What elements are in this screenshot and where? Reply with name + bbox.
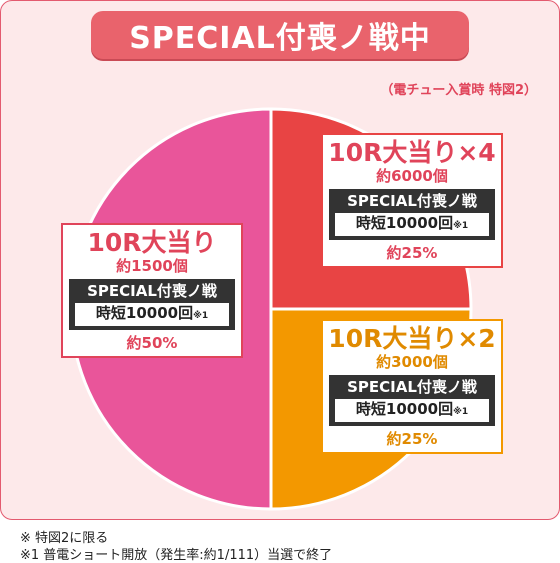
segment-jitan-text: 時短10000回 (355, 400, 454, 418)
chart-caption: （電チュー入賞時 特図2） (380, 83, 537, 98)
segment-box-10r-x2: 10R大当り×2 約3000個 SPECIAL付喪ノ戦 時短10000回※1 約… (321, 319, 503, 454)
segment-mode-panel: SPECIAL付喪ノ戦 時短10000回※1 (329, 375, 495, 426)
segment-box-10r: 10R大当り 約1500個 SPECIAL付喪ノ戦 時短10000回※1 約50… (61, 223, 243, 358)
chart-title: SPECIAL付喪ノ戦中 (91, 11, 469, 59)
segment-mode-panel: SPECIAL付喪ノ戦 時短10000回※1 (69, 279, 235, 330)
segment-mode-panel: SPECIAL付喪ノ戦 時短10000回※1 (329, 189, 495, 240)
segment-jitan: 時短10000回※1 (335, 399, 489, 422)
segment-name: 10R大当り×2 (328, 324, 496, 353)
segment-jitan-note: ※1 (453, 407, 469, 417)
segment-box-10r-x4: 10R大当り×4 約6000個 SPECIAL付喪ノ戦 時短10000回※1 約… (321, 133, 503, 268)
segment-mode: SPECIAL付喪ノ戦 (87, 282, 217, 300)
segment-percent: 約50% (126, 334, 178, 352)
segment-percent: 約25% (386, 430, 438, 448)
segment-payout: 約3000個 (376, 353, 448, 371)
segment-name: 10R大当り×4 (328, 138, 496, 167)
segment-jitan-text: 時短10000回 (95, 304, 194, 322)
segment-percent: 約25% (386, 244, 438, 262)
segment-jitan: 時短10000回※1 (335, 213, 489, 236)
chart-frame: SPECIAL付喪ノ戦中 （電チュー入賞時 特図2） 10R大当り 約1500個… (0, 0, 560, 520)
segment-jitan-note: ※1 (193, 311, 209, 321)
segment-payout: 約1500個 (116, 257, 188, 275)
segment-name: 10R大当り (87, 228, 217, 257)
footnote-2: ※1 普電ショート開放（発生率:約1/111）当選で終了 (20, 548, 333, 563)
segment-jitan-note: ※1 (453, 221, 469, 231)
footnote-1: ※ 特図2に限る (20, 531, 109, 546)
segment-payout: 約6000個 (376, 167, 448, 185)
segment-mode: SPECIAL付喪ノ戦 (347, 192, 477, 210)
segment-jitan: 時短10000回※1 (75, 303, 229, 326)
segment-mode: SPECIAL付喪ノ戦 (347, 378, 477, 396)
segment-jitan-text: 時短10000回 (355, 214, 454, 232)
